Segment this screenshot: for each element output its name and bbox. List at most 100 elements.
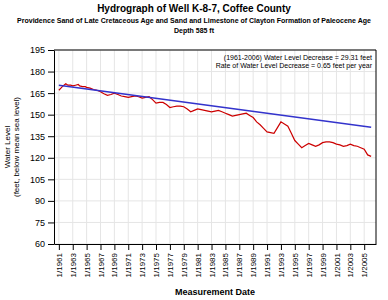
y-tick-mark bbox=[48, 115, 54, 116]
y-tick: 195 bbox=[30, 45, 54, 55]
grid-line bbox=[308, 50, 309, 244]
annotation: (1961-2006) Water Level Decrease = 29.31… bbox=[216, 54, 373, 70]
grid-line bbox=[142, 50, 143, 244]
x-tick-label: 1/1993 bbox=[277, 252, 286, 277]
grid-line bbox=[253, 50, 254, 244]
x-tick: 1/2001 bbox=[333, 244, 342, 277]
y-tick-mark bbox=[48, 50, 54, 51]
x-axis: 1/1961 1/1963 1/1965 1/1967 1/1969 1/1971 1/19… bbox=[55, 244, 377, 277]
grid-line bbox=[350, 50, 351, 244]
x-tick-mark bbox=[253, 244, 254, 250]
y-tick-label: 75 bbox=[35, 218, 45, 228]
grid-line bbox=[197, 50, 198, 244]
y-tick-label: 150 bbox=[30, 110, 45, 120]
grid-line bbox=[128, 50, 129, 244]
x-tick-mark bbox=[239, 244, 240, 250]
y-tick: 150 bbox=[30, 110, 54, 120]
x-tick-mark bbox=[198, 244, 199, 250]
grid-line bbox=[267, 50, 268, 244]
series-group bbox=[59, 84, 371, 157]
y-tick-label: 120 bbox=[30, 153, 45, 163]
y-tick: 180 bbox=[30, 67, 54, 77]
x-tick-mark bbox=[212, 244, 213, 250]
grid-line bbox=[54, 114, 376, 115]
x-tick-label: 1/1965 bbox=[83, 252, 92, 277]
x-tick: 1/1961 bbox=[55, 244, 64, 277]
grid-line bbox=[54, 222, 376, 223]
x-tick: 1/1983 bbox=[208, 244, 217, 277]
x-tick: 1/1975 bbox=[152, 244, 161, 277]
x-tick: 1/2005 bbox=[360, 244, 369, 277]
x-tick: 1/1993 bbox=[277, 244, 286, 277]
grid-line bbox=[58, 50, 59, 244]
x-tick-label: 1/1963 bbox=[69, 252, 78, 277]
x-tick-label: 1/1985 bbox=[221, 252, 230, 277]
y-tick-mark bbox=[48, 179, 54, 180]
x-tick: 1/1979 bbox=[180, 244, 189, 277]
y-tick-label: 60 bbox=[35, 239, 45, 249]
grid-line bbox=[72, 50, 73, 244]
grid bbox=[54, 50, 376, 244]
grid-line bbox=[54, 200, 376, 201]
y-tick-mark bbox=[48, 93, 54, 94]
x-tick: 1/1967 bbox=[97, 244, 106, 277]
x-tick-mark bbox=[170, 244, 171, 250]
y-tick: 105 bbox=[30, 175, 54, 185]
x-tick: 1/1969 bbox=[110, 244, 119, 277]
x-tick-mark bbox=[225, 244, 226, 250]
grid-line bbox=[336, 50, 337, 244]
y-tick: 60 bbox=[35, 239, 54, 249]
grid-line bbox=[239, 50, 240, 244]
y-tick-label: 135 bbox=[30, 132, 45, 142]
x-tick: 1/1973 bbox=[138, 244, 147, 277]
frame bbox=[376, 50, 377, 244]
x-tick-mark bbox=[59, 244, 60, 250]
y-tick-mark bbox=[48, 201, 54, 202]
x-tick: 1/1971 bbox=[124, 244, 133, 277]
grid-line bbox=[156, 50, 157, 244]
grid-line bbox=[364, 50, 365, 244]
x-tick-label: 1/1979 bbox=[180, 252, 189, 277]
grid-line bbox=[322, 50, 323, 244]
grid-line bbox=[54, 157, 376, 158]
grid-line bbox=[183, 50, 184, 244]
x-tick-label: 1/2005 bbox=[360, 252, 369, 277]
y-tick-label: 105 bbox=[30, 175, 45, 185]
grid-line bbox=[86, 50, 87, 244]
x-tick-label: 1/2003 bbox=[346, 252, 355, 277]
grid-line bbox=[280, 50, 281, 244]
y-tick-mark bbox=[48, 72, 54, 73]
grid-line bbox=[169, 50, 170, 244]
x-tick: 1/1989 bbox=[249, 244, 258, 277]
series-line bbox=[59, 85, 371, 127]
x-tick-label: 1/1973 bbox=[138, 252, 147, 277]
x-tick-mark bbox=[350, 244, 351, 250]
x-tick: 1/1981 bbox=[194, 244, 203, 277]
x-tick-label: 1/1987 bbox=[235, 252, 244, 277]
x-tick: 1/1991 bbox=[263, 244, 272, 277]
y-axis-title: Water Level(feet, below mean sea level) bbox=[3, 97, 21, 197]
grid-line bbox=[54, 244, 376, 245]
x-tick-mark bbox=[281, 244, 282, 250]
x-tick-mark bbox=[156, 244, 157, 250]
y-tick: 120 bbox=[30, 153, 54, 163]
x-tick-mark bbox=[114, 244, 115, 250]
x-tick-label: 1/1975 bbox=[152, 252, 161, 277]
frame bbox=[54, 50, 376, 51]
grid-line bbox=[54, 179, 376, 180]
chart: Hydrograph of Well K-8-7, Coffee CountyP… bbox=[0, 0, 388, 300]
x-tick-label: 1/1967 bbox=[97, 252, 106, 277]
x-tick-mark bbox=[336, 244, 337, 250]
grid-line bbox=[114, 50, 115, 244]
x-tick-mark bbox=[267, 244, 268, 250]
x-tick-label: 1/1981 bbox=[194, 252, 203, 277]
x-tick: 1/2003 bbox=[346, 244, 355, 277]
y-tick-mark bbox=[48, 244, 54, 245]
x-tick: 1/1965 bbox=[83, 244, 92, 277]
x-tick-label: 1/1969 bbox=[110, 252, 119, 277]
x-tick-mark bbox=[128, 244, 129, 250]
x-tick-mark bbox=[142, 244, 143, 250]
x-tick-label: 1/1971 bbox=[124, 252, 133, 277]
x-tick-mark bbox=[364, 244, 365, 250]
y-tick: 90 bbox=[35, 196, 54, 206]
